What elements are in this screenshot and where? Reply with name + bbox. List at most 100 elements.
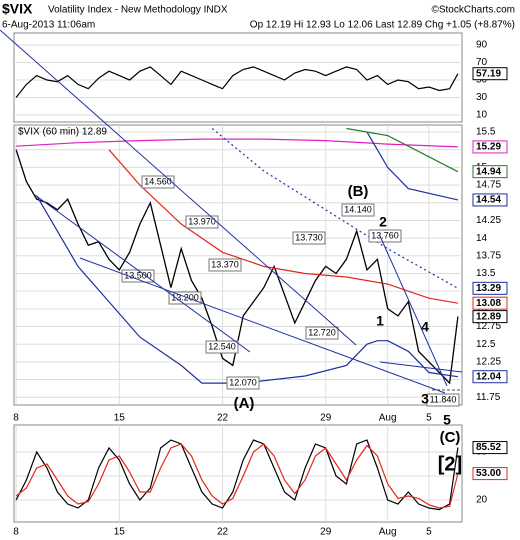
y-tick-label: 70 (476, 57, 488, 68)
callout-box (205, 340, 239, 354)
wave-label: 2 (379, 214, 387, 230)
callout-label: 11.840 (430, 394, 457, 404)
trendline (379, 235, 448, 387)
y-tick-label: 10 (476, 110, 488, 121)
trendline (79, 257, 446, 394)
y-tick-label: 14.75 (476, 180, 501, 191)
wave-label: 5 (443, 412, 451, 428)
y-tick-label: 14.25 (476, 215, 501, 226)
credit: ©StockCharts.com (431, 5, 515, 16)
y-tick-label: 12.25 (476, 357, 501, 368)
wave-label: (A) (234, 395, 255, 412)
wave-label: (C) (440, 429, 461, 446)
value-badge-label: 12.89 (476, 311, 501, 322)
callout-label: 13.730 (295, 232, 323, 242)
series-line (16, 138, 458, 148)
callout-label: 13.760 (371, 230, 399, 240)
x-tick-label: 15 (114, 413, 126, 424)
symbol: $VIX (2, 1, 33, 17)
value-badge (472, 281, 508, 295)
value-badge (472, 140, 508, 154)
value-badge (472, 67, 508, 81)
value-badge (472, 310, 508, 324)
x-tick-label: Aug (379, 527, 397, 538)
y-tick-label: 15.5 (476, 127, 496, 138)
trendline (0, 29, 357, 346)
value-badge-label: 53.00 (476, 468, 501, 479)
callout-label: 14.560 (144, 176, 172, 186)
chart-title: $VIX (60 min) 12.89 (18, 127, 107, 138)
callout-label: 13.500 (124, 270, 152, 280)
value-badge-label: 85.52 (476, 442, 501, 453)
callout-box (208, 258, 242, 272)
value-badge (472, 193, 508, 207)
quote: Op 12.19 Hi 12.93 Lo 12.06 Last 12.89 Ch… (250, 20, 515, 31)
x-tick-label: Aug (379, 413, 397, 424)
value-badge-label: 12.04 (476, 371, 501, 382)
trendline (34, 194, 251, 353)
panel-frame (13, 124, 463, 406)
callout-label: 14.140 (344, 204, 372, 214)
y-tick-label: 12.5 (476, 339, 496, 350)
callout-label: 12.070 (229, 377, 257, 387)
x-tick-label: 8 (13, 527, 19, 538)
value-badge (472, 296, 508, 310)
y-tick-label: 13.75 (476, 250, 501, 261)
series-line (36, 195, 458, 384)
wave-label: (B) (348, 183, 369, 200)
y-tick-label: 12.75 (476, 321, 501, 332)
value-badge-label: 14.94 (476, 166, 501, 177)
callout-label: 12.540 (208, 341, 236, 351)
value-badge (472, 467, 508, 481)
callout-box (292, 231, 326, 245)
x-tick-label: 5 (426, 527, 432, 538)
x-tick-label: 15 (114, 527, 126, 538)
x-tick-label: 22 (217, 527, 229, 538)
value-badge-label: 15.29 (476, 142, 501, 153)
series-line (346, 127, 459, 173)
callout-box (141, 175, 175, 189)
x-tick-label: 22 (217, 413, 229, 424)
series-line (15, 66, 459, 98)
panel-frame (13, 32, 463, 123)
value-badge-label: 57.19 (476, 68, 501, 79)
value-badge-label: 14.54 (476, 195, 501, 206)
wave-label: 3 (421, 391, 429, 407)
callout-box (185, 215, 219, 229)
y-tick-label: 90 (476, 40, 488, 51)
y-tick-label: 30 (476, 92, 488, 103)
wave-label: 4 (421, 319, 429, 335)
value-badge (472, 165, 508, 179)
value-badge (472, 441, 508, 455)
series-line (15, 439, 459, 511)
callout-label: 13.200 (171, 292, 199, 302)
callout-box (226, 376, 260, 390)
y-tick-label: 13.5 (476, 268, 496, 279)
callout-box (341, 203, 375, 217)
series-line (366, 131, 459, 201)
y-tick-label: 20 (476, 495, 488, 506)
y-tick-label: 11.75 (476, 392, 501, 403)
plot-layer (0, 29, 463, 394)
value-badge (472, 370, 508, 384)
callout-box (305, 326, 339, 340)
y-tick-label: 14 (476, 233, 488, 244)
index-name: Volatility Index - New Methodology INDX (48, 5, 228, 16)
value-badge-label: 13.29 (476, 283, 501, 294)
series-line (108, 149, 458, 304)
callout-box (368, 229, 402, 243)
wave-label: 1 (376, 313, 384, 329)
callout-label: 12.720 (308, 327, 336, 337)
x-tick-label: 29 (320, 413, 332, 424)
series-line (15, 443, 459, 509)
wave-label: [2] (438, 453, 462, 475)
x-tick-label: 5 (426, 413, 432, 424)
callout-label: 13.970 (188, 216, 216, 226)
x-tick-label: 8 (13, 413, 19, 424)
trendline (379, 361, 463, 373)
callout-label: 13.370 (211, 259, 239, 269)
panel-frame (13, 424, 463, 523)
date: 6-Aug-2013 11:06am (2, 20, 95, 31)
